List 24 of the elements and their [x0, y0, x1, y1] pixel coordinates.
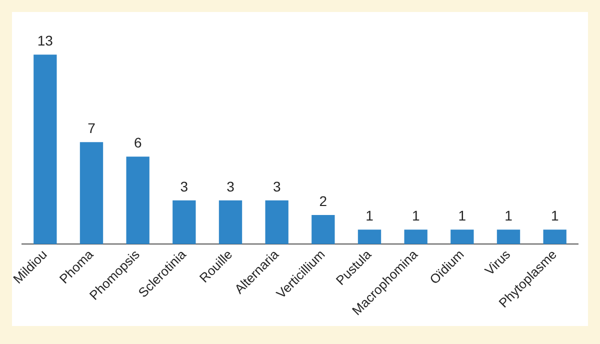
bar: [34, 54, 57, 244]
bar: [358, 230, 382, 244]
bar: [126, 156, 150, 244]
bar: [312, 215, 335, 244]
data-label: 3: [272, 178, 281, 194]
data-label: 1: [504, 207, 513, 224]
data-label: 1: [412, 207, 420, 224]
bar: [404, 230, 428, 244]
bar: [496, 230, 520, 244]
bar: [265, 200, 288, 244]
data-label: 13: [37, 32, 54, 48]
data-label: 6: [134, 134, 142, 151]
data-label: 1: [458, 207, 466, 224]
bar: [450, 230, 474, 244]
bar: [218, 200, 242, 244]
data-label: 7: [88, 120, 96, 136]
bar: [172, 200, 196, 244]
bar: [80, 142, 104, 244]
data-label: 1: [366, 207, 374, 224]
data-label: 1: [550, 207, 559, 224]
data-label: 3: [180, 178, 188, 194]
data-label: 3: [226, 178, 235, 194]
data-label: 2: [319, 192, 328, 209]
bar: [543, 230, 566, 244]
